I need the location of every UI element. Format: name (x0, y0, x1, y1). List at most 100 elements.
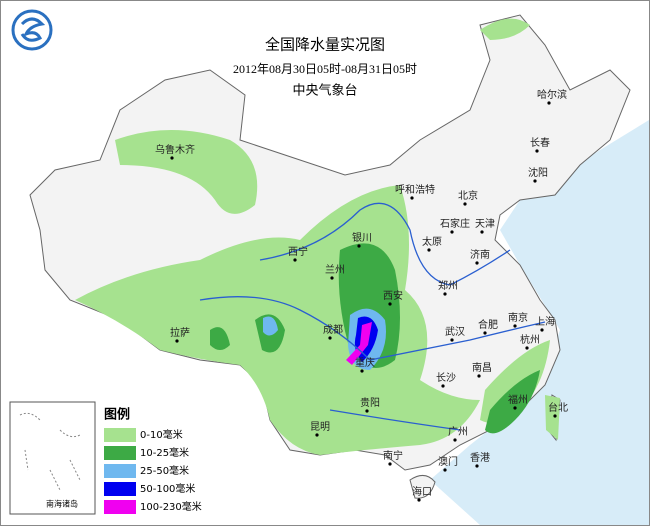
legend: 0-10毫米 10-25毫米 25-50毫米 50-100毫米 100-230毫米 (104, 428, 202, 514)
city-label: 长沙 (436, 372, 456, 384)
city-label: 乌鲁木齐 (155, 143, 195, 156)
city-dot (525, 346, 529, 350)
legend-swatch (104, 464, 136, 478)
city-label: 贵阳 (360, 396, 380, 409)
city-label: 香港 (470, 452, 490, 464)
legend-label: 100-230毫米 (140, 500, 202, 513)
city-label: 海口 (412, 485, 432, 498)
city-dot (417, 498, 421, 502)
rain-area (115, 130, 258, 214)
city-label: 杭州 (520, 333, 540, 346)
city-label: 上海 (535, 315, 555, 328)
legend-swatch (104, 482, 136, 496)
city-dot (513, 406, 517, 410)
title: 全国降水量实况图 (265, 36, 385, 54)
city-dot (477, 374, 481, 378)
city-label: 银川 (352, 231, 372, 244)
city-label: 澳门 (438, 455, 458, 468)
legend-swatch (104, 500, 136, 514)
legend-label: 50-100毫米 (140, 482, 195, 495)
subtitle: 2012年08月30日05时-08月31日05时 (233, 62, 417, 76)
city-dot (463, 202, 467, 206)
city-dot (330, 276, 334, 280)
rain-area (480, 18, 530, 40)
rain-area (210, 327, 230, 350)
city-label: 长春 (530, 137, 550, 149)
hainan (409, 475, 436, 499)
rain-areas (75, 18, 560, 455)
city-dot (293, 258, 297, 262)
city-label: 重庆 (355, 356, 375, 369)
city-label: 武汉 (445, 325, 465, 338)
city-label: 南宁 (383, 449, 403, 462)
city-label: 哈尔滨 (537, 88, 567, 101)
legend-label: 25-50毫米 (140, 464, 189, 477)
sea (430, 120, 649, 525)
city-dot (388, 462, 392, 466)
logo (11, 9, 53, 51)
city-dot (170, 156, 174, 160)
river-yangtze (199, 296, 546, 361)
city-label: 沈阳 (528, 166, 548, 179)
city-label: 石家庄 (440, 217, 470, 230)
city-label: 北京 (458, 189, 478, 202)
city-label: 台北 (548, 401, 568, 414)
city-label: 南昌 (472, 361, 492, 374)
city-label: 西安 (383, 289, 403, 302)
city-dot (357, 244, 361, 248)
city-dot (535, 149, 539, 153)
city-label: 天津 (475, 218, 495, 230)
city-dot (475, 261, 479, 265)
legend-swatch (104, 446, 136, 460)
city-label: 南京 (508, 311, 528, 324)
city-dot (483, 331, 487, 335)
legend-label: 10-25毫米 (140, 446, 189, 459)
city-dot (443, 468, 447, 472)
agency: 中央气象台 (292, 83, 357, 99)
river-pearl (329, 409, 461, 431)
legend-title: 图例 (104, 407, 130, 423)
legend-swatch (104, 428, 136, 442)
city-dot (315, 433, 319, 437)
rain-area (485, 370, 540, 434)
rain-area (346, 322, 372, 365)
city-label: 广州 (448, 426, 468, 438)
city-label: 昆明 (310, 421, 330, 433)
city-dot (328, 336, 332, 340)
city-dot (540, 328, 544, 332)
city-dot (453, 438, 457, 442)
city-dot (547, 101, 551, 105)
legend-label: 0-10毫米 (140, 428, 183, 441)
city-label: 福州 (508, 393, 528, 406)
city-label: 西宁 (288, 245, 308, 258)
city-dot (450, 338, 454, 342)
city-label: 合肥 (478, 318, 498, 331)
inset: 南海诸岛 (9, 401, 96, 515)
city-dot (427, 248, 431, 252)
city-dot (513, 324, 517, 328)
inset-label: 南海诸岛 (46, 499, 78, 509)
city-dot (553, 414, 557, 418)
river-yellow (259, 202, 511, 286)
city-dot (410, 196, 414, 200)
city-dot (360, 369, 364, 373)
city-dot (175, 339, 179, 343)
city-label: 成都 (323, 324, 343, 336)
city-dot (533, 179, 537, 183)
city-dot (475, 464, 479, 468)
city-label: 呼和浩特 (395, 184, 435, 196)
city-label: 济南 (470, 248, 490, 261)
city-label: 兰州 (325, 263, 345, 276)
city-dot (443, 292, 447, 296)
city-dot (365, 409, 369, 413)
rain-area (545, 395, 560, 440)
city-dot (480, 230, 484, 234)
city-dot (441, 384, 445, 388)
city-label: 郑州 (438, 279, 458, 292)
city-label: 太原 (422, 235, 442, 248)
city-dot (388, 302, 392, 306)
rain-area (263, 316, 278, 336)
city-label: 拉萨 (170, 326, 190, 339)
